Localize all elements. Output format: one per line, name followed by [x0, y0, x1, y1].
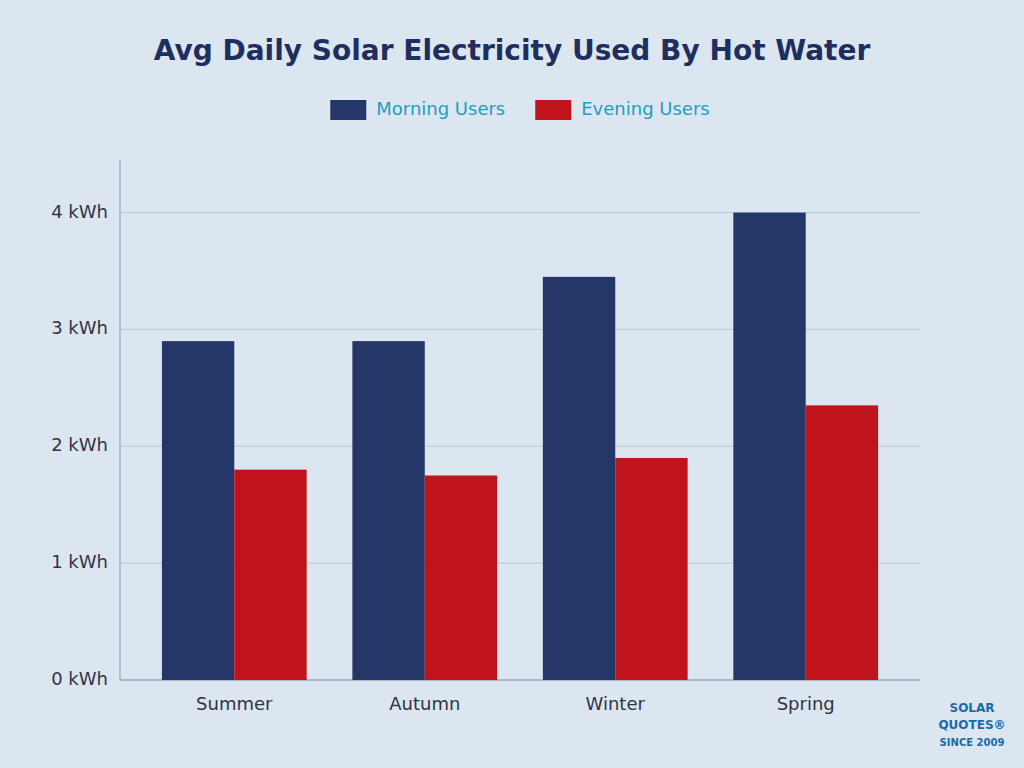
legend: Morning Users Evening Users [330, 98, 709, 120]
chart-svg: Avg Daily Solar Electricity Used By Hot … [0, 0, 1024, 768]
annotation: SINCE 2009 [940, 737, 1005, 748]
background [0, 0, 1024, 768]
x-tick-label: Autumn [389, 693, 460, 714]
grid [120, 213, 920, 680]
legend-swatch [535, 100, 571, 120]
bar [733, 213, 805, 680]
y-tick-label: 4 kWh [51, 201, 108, 222]
x-tick-label: Winter [586, 693, 646, 714]
bar [543, 277, 615, 680]
bar [615, 458, 687, 680]
y-axis-line [120, 160, 121, 680]
x-tick-label: Spring [777, 693, 835, 714]
y-tick-label: 1 kWh [51, 551, 108, 572]
bar [806, 405, 878, 680]
legend-swatch [330, 100, 366, 120]
legend-label: Morning Users [376, 98, 505, 119]
annotation: SOLAR [949, 701, 994, 715]
x-tick-label: Summer [196, 693, 273, 714]
bar [234, 470, 306, 680]
legend-item: Evening Users [535, 98, 709, 120]
title: Avg Daily Solar Electricity Used By Hot … [154, 34, 871, 67]
bar [352, 341, 424, 680]
y-tick-label: 2 kWh [51, 434, 108, 455]
legend-item: Morning Users [330, 98, 505, 120]
chart-container: Avg Daily Solar Electricity Used By Hot … [0, 0, 1024, 768]
legend-label: Evening Users [581, 98, 709, 119]
bar [162, 341, 234, 680]
bar [425, 476, 497, 680]
y-tick-label: 0 kWh [51, 668, 108, 689]
annotation: QUOTES® [938, 718, 1005, 732]
bars [162, 213, 878, 680]
y-tick-label: 3 kWh [51, 317, 108, 338]
